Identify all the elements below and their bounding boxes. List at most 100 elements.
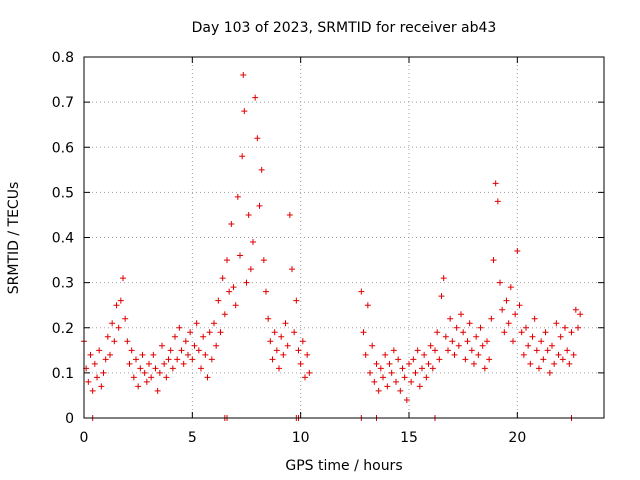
data-point (260, 257, 267, 264)
data-point (115, 324, 122, 331)
data-point (139, 351, 146, 358)
data-point (427, 342, 434, 349)
data-point (302, 374, 308, 381)
data-point (263, 288, 269, 295)
data-point (163, 374, 170, 381)
data-point (540, 356, 547, 363)
data-point (204, 374, 211, 381)
y-tick-label: 0.4 (52, 231, 74, 247)
data-point (85, 378, 92, 385)
data-point (577, 311, 584, 318)
data-point (299, 338, 306, 345)
data-point (434, 329, 441, 336)
data-point (564, 347, 571, 354)
data-point (421, 351, 428, 358)
data-point (531, 315, 538, 322)
data-point (282, 320, 289, 327)
data-point (553, 320, 560, 327)
data-point (154, 387, 161, 394)
x-tick-label: 5 (188, 430, 197, 446)
data-point (237, 252, 243, 259)
data-point (501, 329, 508, 336)
data-point (416, 383, 423, 390)
data-point (286, 211, 293, 218)
data-point (150, 351, 157, 358)
data-point (102, 356, 109, 363)
data-point (165, 356, 172, 363)
data-point (490, 257, 497, 264)
data-point (109, 320, 116, 327)
data-point (559, 356, 566, 363)
data-point (505, 320, 512, 327)
plot-frame (83, 56, 605, 419)
data-point (497, 279, 503, 286)
data-point (169, 365, 176, 372)
data-point (256, 202, 263, 209)
data-point (362, 351, 369, 358)
data-point (96, 347, 103, 354)
data-point (367, 369, 373, 376)
data-point (278, 333, 285, 340)
data-point (284, 342, 291, 349)
data-point (486, 356, 493, 363)
data-point (369, 342, 376, 349)
data-point (133, 356, 139, 363)
data-point (178, 347, 185, 354)
data-point (143, 378, 150, 385)
data-point (167, 347, 174, 354)
data-point (239, 153, 246, 160)
data-point (161, 360, 168, 367)
data-point (273, 347, 280, 354)
data-point (572, 306, 579, 313)
data-point (94, 374, 100, 381)
data-point (429, 365, 436, 372)
data-point (520, 351, 527, 358)
data-point (525, 342, 532, 349)
data-point (193, 320, 200, 327)
data-point (113, 302, 120, 309)
data-point (466, 320, 473, 327)
data-point (258, 166, 265, 173)
x-tick-label: 0 (80, 430, 89, 446)
data-point (120, 275, 126, 282)
data-point (523, 324, 529, 331)
data-point (152, 365, 159, 372)
data-point (195, 347, 202, 354)
data-point (176, 324, 183, 331)
data-point (503, 297, 510, 304)
data-point (146, 360, 152, 367)
data-point (104, 333, 111, 340)
data-point (291, 329, 298, 336)
data-point (215, 297, 222, 304)
data-point (245, 211, 252, 218)
data-point (124, 338, 131, 345)
data-point (399, 365, 406, 372)
x-tick-label: 15 (400, 430, 418, 446)
data-point (221, 311, 228, 318)
data-point (230, 284, 237, 291)
x-tick-label: 20 (508, 430, 526, 446)
grid-lines (84, 57, 604, 418)
data-point (445, 347, 451, 354)
data-point (254, 135, 261, 142)
data-point (200, 333, 207, 340)
axis-ticks: 0 0.1 0.2 0.3 0.4 0.5 0.6 0.7 0.8 0 5 10 15 20 (52, 50, 604, 446)
data-point (148, 374, 155, 381)
data-point (440, 275, 447, 282)
data-point (241, 108, 248, 115)
data-point (468, 347, 475, 354)
data-point (240, 72, 247, 79)
data-point (538, 338, 545, 345)
data-point (414, 347, 421, 354)
data-point (460, 329, 467, 336)
data-point (265, 315, 272, 322)
data-point (375, 387, 382, 394)
data-point (451, 351, 458, 358)
data-point (475, 351, 482, 358)
data-point (403, 396, 410, 403)
data-point (458, 311, 464, 318)
data-point (419, 365, 425, 372)
data-point (557, 333, 564, 340)
data-point (432, 347, 438, 354)
data-point (382, 351, 389, 358)
